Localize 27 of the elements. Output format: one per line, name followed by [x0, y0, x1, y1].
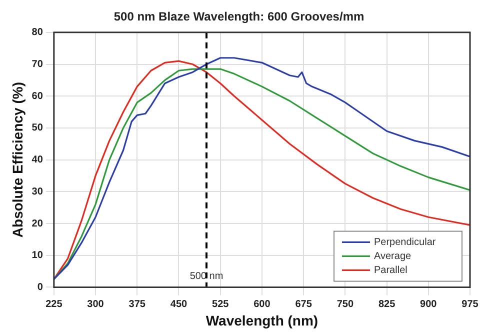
y-tick-label: 40 — [32, 154, 44, 166]
x-tick-label: 525 — [212, 298, 230, 310]
y-tick-label: 60 — [32, 90, 44, 102]
y-tick-label: 80 — [32, 27, 44, 38]
legend-label: Average — [374, 250, 412, 262]
x-tick-label: 900 — [420, 298, 438, 310]
x-axis-title: Wavelength (nm) — [206, 312, 318, 328]
y-tick-label: 50 — [32, 122, 44, 134]
legend-label: Perpendicular — [374, 236, 436, 248]
x-tick-label: 600 — [254, 298, 271, 310]
legend-label: Parallel — [374, 264, 408, 276]
y-tick-label: 30 — [32, 186, 44, 198]
x-tick-label: 975 — [462, 298, 479, 310]
y-tick-label: 70 — [32, 59, 44, 70]
chart-title: 500 nm Blaze Wavelength: 600 Grooves/mm — [114, 10, 364, 24]
x-tick-label: 825 — [378, 298, 396, 310]
x-tick-label: 675 — [295, 298, 312, 310]
y-tick-label: 10 — [32, 250, 44, 262]
x-tick-label: 375 — [128, 298, 146, 310]
y-axis-title: Absolute Efficiency (%) — [9, 82, 26, 238]
ref-line-label: 500 nm — [190, 271, 224, 282]
x-tick-label: 300 — [87, 298, 104, 310]
x-tick-label: 450 — [170, 298, 188, 310]
x-tick-label: 225 — [46, 298, 63, 310]
y-tick-label: 20 — [32, 218, 44, 230]
y-tick-label: 0 — [37, 282, 44, 293]
x-tick-label: 750 — [336, 298, 354, 310]
